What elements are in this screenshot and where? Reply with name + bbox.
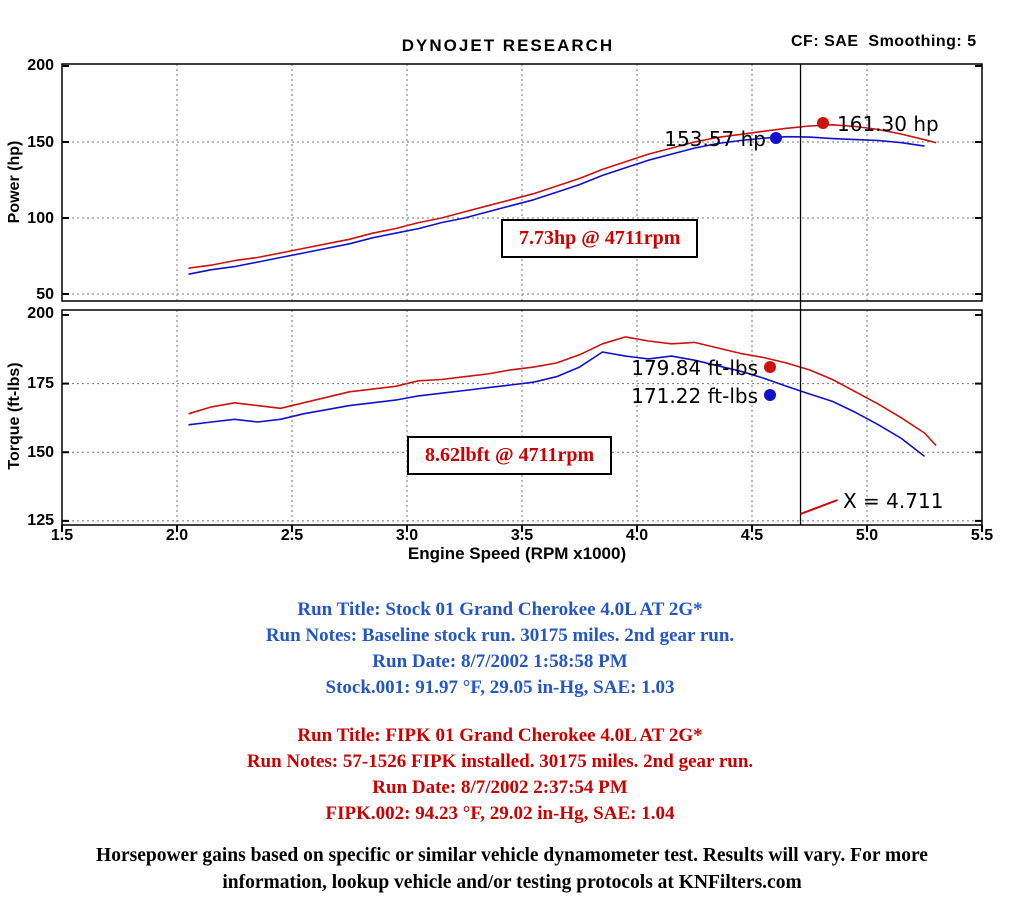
run-notes-line: Run Notes: Baseline stock run. 30175 mil…	[265, 625, 735, 646]
dyno-plot-canvas	[61, 63, 983, 532]
xtick-3-5: 3.5	[510, 527, 534, 544]
disclaimer-line-1: Horsepower gains based on specific or si…	[96, 845, 928, 866]
xtick-4-5: 4.5	[740, 527, 764, 544]
torque-ytick-200: 200	[27, 305, 54, 322]
run-notes-line: Run Notes: 57-1526 FIPK installed. 30175…	[246, 751, 754, 772]
torque-fipk-value: 179.84 ft-lbs	[631, 356, 758, 380]
run-info-stock: Run Title: Stock 01 Grand Cherokee 4.0L …	[0, 597, 1000, 701]
disclaimer-line-2: information, lookup vehicle and/or testi…	[222, 872, 802, 893]
stock-torque-marker	[764, 389, 776, 401]
run-date-line: Run Date: 8/7/2002 1:58:58 PM	[372, 651, 628, 672]
run-title-line: Run Title: FIPK 01 Grand Cherokee 4.0L A…	[297, 725, 703, 746]
torque-stock-value: 171.22 ft-lbs	[631, 384, 758, 408]
power-gain-box: 7.73hp @ 4711rpm	[501, 219, 699, 258]
run-title-line: Run Title: Stock 01 Grand Cherokee 4.0L …	[297, 599, 703, 620]
run-info-fipk: Run Title: FIPK 01 Grand Cherokee 4.0L A…	[0, 723, 1000, 827]
power-axis-title: Power (hp)	[6, 140, 23, 224]
cursor-x-label: X = 4.711	[843, 489, 944, 513]
fipk-torque-marker	[764, 361, 776, 373]
cf-smoothing-label: CF: SAE Smoothing: 5	[791, 33, 977, 50]
disclaimer: Horsepower gains based on specific or si…	[0, 842, 1024, 896]
torque-ytick-125: 125	[27, 512, 54, 529]
torque-axis-title: Torque (ft-lbs)	[6, 362, 23, 470]
x-axis-title: Engine Speed (RPM x1000)	[407, 544, 627, 563]
fipk-power-marker	[817, 117, 829, 129]
run-weather-line: Stock.001: 91.97 °F, 29.05 in-Hg, SAE: 1…	[325, 677, 675, 698]
xtick-4-0: 4.0	[625, 527, 649, 544]
xtick-2-0: 2.0	[165, 527, 189, 544]
run-weather-line: FIPK.002: 94.23 °F, 29.02 in-Hg, SAE: 1.…	[325, 803, 675, 824]
xtick-1-5: 1.5	[50, 527, 74, 544]
torque-ytick-150: 150	[27, 444, 54, 461]
power-ytick-200: 200	[27, 57, 54, 74]
xtick-5-5: 5.5	[970, 527, 994, 544]
stock-power-marker	[770, 132, 782, 144]
power-ytick-100: 100	[27, 210, 54, 227]
xtick-3-0: 3.0	[395, 527, 419, 544]
power-ytick-150: 150	[27, 134, 54, 151]
chart-title: DYNOJET RESEARCH	[401, 36, 615, 55]
run-date-line: Run Date: 8/7/2002 2:37:54 PM	[372, 777, 628, 798]
xtick-5-0: 5.0	[855, 527, 879, 544]
xtick-2-5: 2.5	[280, 527, 304, 544]
torque-ytick-175: 175	[27, 375, 54, 392]
power-ytick-50: 50	[36, 286, 54, 303]
power-stock-value: 153.57 hp	[664, 127, 766, 151]
power-fipk-value: 161.30 hp	[837, 112, 939, 136]
torque-gain-box: 8.62lbft @ 4711rpm	[407, 436, 613, 475]
